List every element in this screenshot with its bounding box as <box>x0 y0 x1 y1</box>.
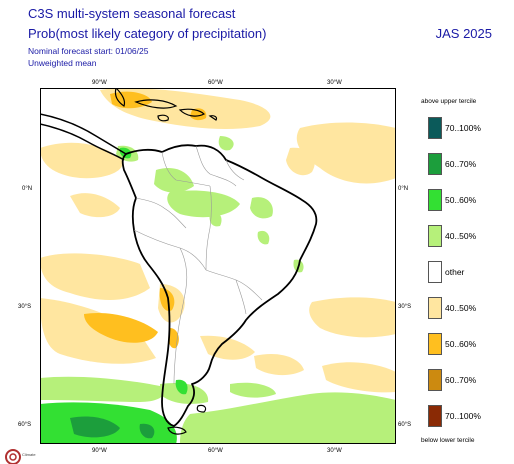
lat-label-left-0n: 0°N <box>22 186 33 192</box>
legend-swatch <box>428 153 442 175</box>
logo-text: Climate <box>22 452 36 457</box>
above-normal-60-70-regions <box>70 416 155 439</box>
caribbean-islands <box>114 88 218 122</box>
forecast-period: JAS 2025 <box>435 26 492 41</box>
lon-label-bottom-30w: 30°W <box>327 448 342 454</box>
legend-label: 70..100% <box>445 123 481 133</box>
legend-swatch <box>428 297 442 319</box>
legend-label: 60..70% <box>445 159 477 169</box>
lon-label-bottom-90w: 90°W <box>92 448 107 454</box>
lat-label-left-30s: 30°S <box>18 304 32 310</box>
lon-label-bottom-60w: 60°W <box>208 448 223 454</box>
legend-bottom-title: below lower tercile <box>421 437 475 444</box>
weighting-label: Unweighted mean <box>28 58 97 68</box>
chart-subtitle: Prob(most likely category of precipitati… <box>28 26 267 41</box>
legend-swatch <box>428 405 442 427</box>
lon-label-top-60w: 60°W <box>208 80 223 86</box>
chart-title: C3S multi-system seasonal forecast <box>28 6 236 21</box>
lat-label-left-60s: 60°S <box>18 422 32 428</box>
legend-swatch <box>428 333 442 355</box>
c3s-logo-icon <box>5 449 21 464</box>
legend-label: 40..50% <box>445 231 477 241</box>
country-borders <box>133 145 263 385</box>
lon-label-top-90w: 90°W <box>92 80 107 86</box>
southern-islands <box>167 404 207 435</box>
legend-swatch <box>428 261 442 283</box>
legend-label: 60..70% <box>445 375 477 385</box>
lat-label-right-0n: 0°N <box>398 186 409 192</box>
legend-swatch <box>428 369 442 391</box>
legend-label: 50..60% <box>445 195 477 205</box>
lat-label-right-60s: 60°S <box>398 422 412 428</box>
legend-top-title: above upper tercile <box>421 98 477 105</box>
central-america-coastline <box>40 113 127 161</box>
forecast-map <box>40 88 396 444</box>
legend-label: 50..60% <box>445 339 477 349</box>
legend-swatch <box>428 117 442 139</box>
south-america-coastline <box>121 144 318 427</box>
legend-label: 70..100% <box>445 411 481 421</box>
forecast-start-label: Nominal forecast start: 01/06/25 <box>28 46 149 56</box>
legend-swatch <box>428 225 442 247</box>
map-frame <box>40 88 396 444</box>
legend-swatch <box>428 189 442 211</box>
legend-label: 40..50% <box>445 303 477 313</box>
forecast-map-svg <box>40 88 396 444</box>
legend-label: other <box>445 267 465 277</box>
lat-label-right-30s: 30°S <box>398 304 412 310</box>
lon-label-top-30w: 30°W <box>327 80 342 86</box>
